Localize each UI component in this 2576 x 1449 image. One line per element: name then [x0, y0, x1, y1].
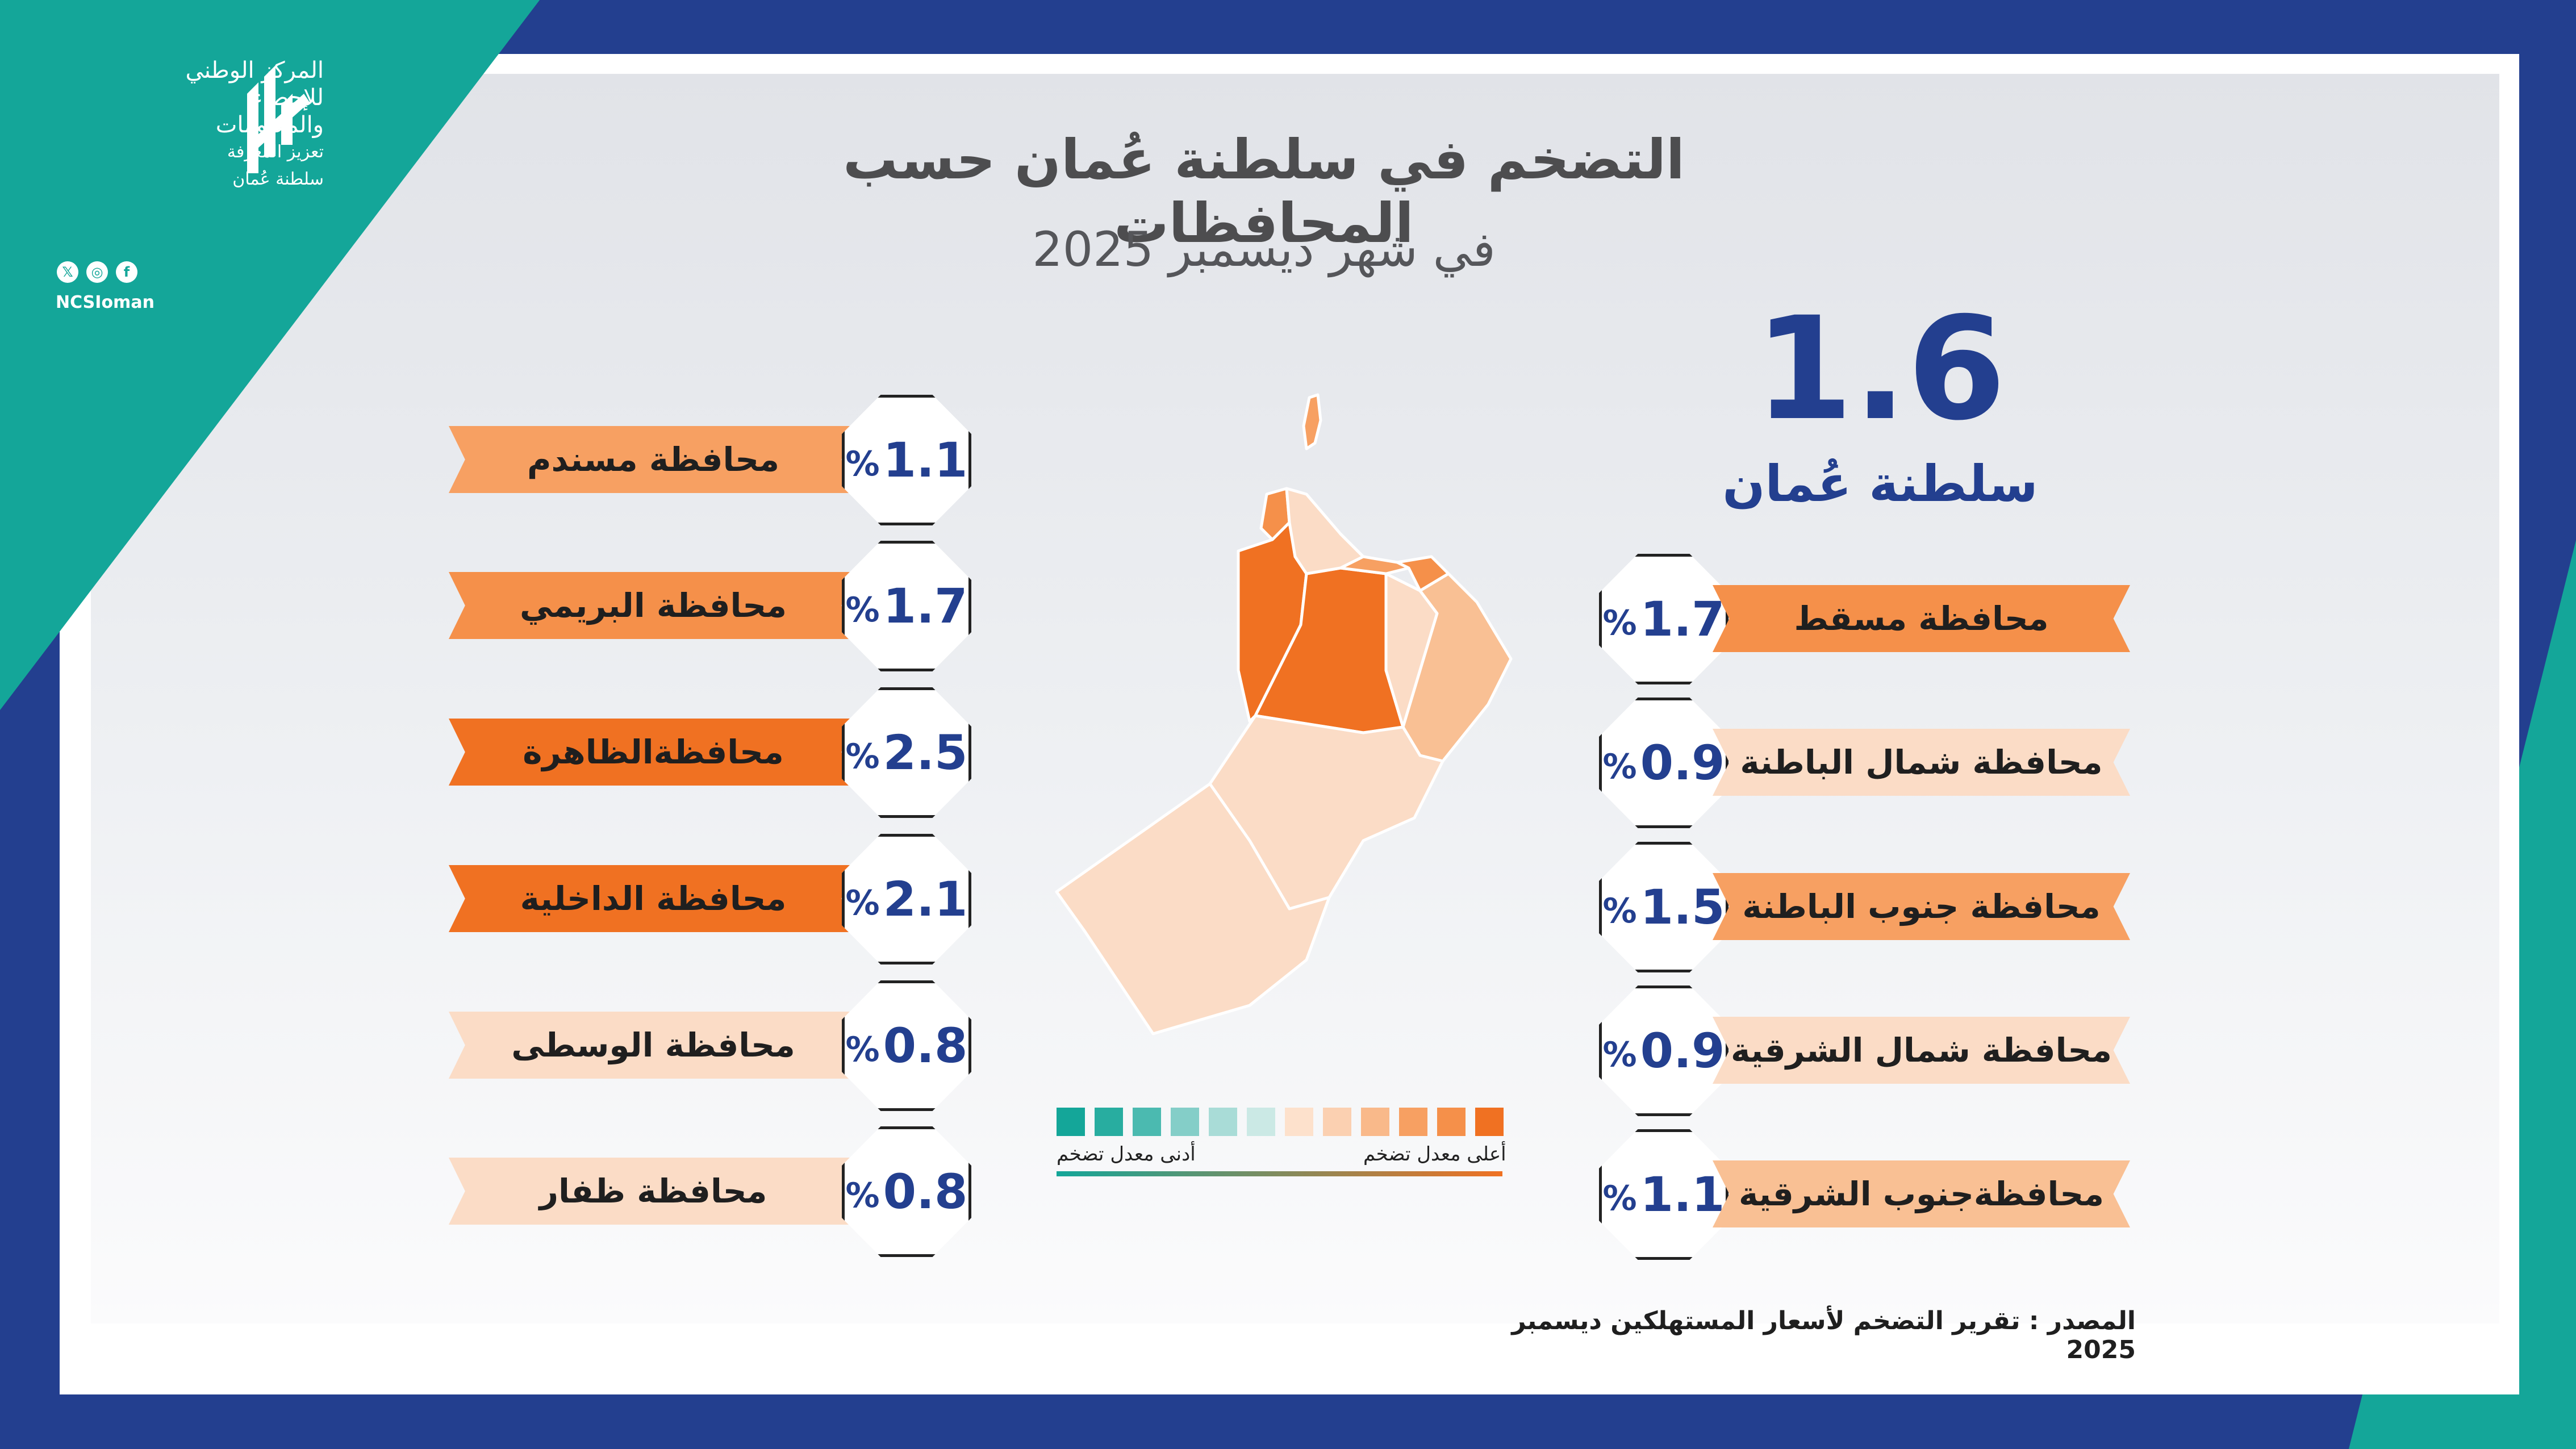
legend-gradient-bar: [1057, 1171, 1502, 1176]
governorate-value: 0.9: [1640, 735, 1725, 791]
legend-swatch: [1247, 1108, 1275, 1136]
governorate-value-box: % 2.1: [842, 834, 971, 964]
governorate-value: 1.1: [1640, 1167, 1725, 1222]
governorate-value: 1.7: [883, 578, 968, 634]
instagram-icon[interactable]: ◎: [86, 261, 108, 283]
facebook-icon[interactable]: f: [116, 261, 137, 283]
governorate-value-box: % 0.9: [1599, 986, 1729, 1116]
governorate-row: % 1.7 محافظة مسقط: [1599, 554, 2139, 684]
governorate-name: محافظة الداخلية: [449, 865, 858, 932]
legend-swatch: [1133, 1108, 1161, 1136]
governorate-value-box: % 1.7: [1599, 554, 1729, 684]
governorate-value-box: % 0.8: [842, 980, 971, 1111]
governorate-name: محافظة الوسطى: [449, 1012, 858, 1079]
percent-sign: %: [1602, 603, 1637, 643]
legend-swatch: [1437, 1108, 1466, 1136]
percent-sign: %: [845, 1176, 880, 1216]
governorate-value-box: % 1.1: [842, 395, 971, 525]
governorate-name: محافظة شمال الشرقية: [1713, 1017, 2130, 1084]
governorate-row: محافظة مسندم % 1.1: [449, 395, 977, 525]
governorate-row: محافظة الداخلية % 2.1: [449, 834, 977, 964]
governorate-row: % 0.9 محافظة شمال الشرقية: [1599, 986, 2139, 1116]
national-inflation-value: 1.6: [1754, 286, 2006, 452]
source-note: المصدر : تقرير التضخم لأسعار المستهلكين …: [1512, 1306, 2136, 1364]
governorate-name: محافظةالظاهرة: [449, 719, 858, 786]
percent-sign: %: [845, 444, 880, 484]
social-handle: NCSIoman: [56, 293, 155, 312]
page-title: التضخم في سلطنة عُمان حسب المحافظات: [843, 128, 1685, 255]
legend-high-label: أعلى معدل تضخم: [1363, 1143, 1506, 1166]
governorate-value: 0.9: [1640, 1023, 1725, 1079]
percent-sign: %: [845, 883, 880, 923]
governorate-value: 0.8: [883, 1164, 968, 1220]
governorate-row: محافظةالظاهرة % 2.5: [449, 687, 977, 818]
oman-map: [1055, 393, 1513, 1035]
map-region-musandam: [1302, 393, 1322, 450]
governorate-value-box: % 1.1: [1599, 1129, 1729, 1260]
governorate-name: محافظة جنوب الباطنة: [1713, 873, 2130, 940]
governorate-value-box: % 1.5: [1599, 842, 1729, 972]
governorate-value-box: % 1.7: [842, 541, 971, 671]
logo-line-1: المركز الوطني: [185, 57, 324, 83]
governorate-value: 1.7: [1640, 591, 1725, 647]
national-name: سلطنة عُمان: [1722, 454, 2038, 513]
governorate-value-box: % 2.5: [842, 687, 971, 818]
legend-swatch: [1399, 1108, 1427, 1136]
legend-swatch: [1323, 1108, 1351, 1136]
ncsi-logo-icon: [247, 65, 310, 173]
page-subtitle: في شهر ديسمبر 2025: [1032, 222, 1496, 277]
governorate-value: 0.8: [883, 1018, 968, 1074]
percent-sign: %: [1602, 1035, 1637, 1075]
percent-sign: %: [1602, 747, 1637, 787]
governorate-name: محافظة مسندم: [449, 426, 858, 493]
governorate-name: محافظة مسقط: [1713, 585, 2130, 652]
governorate-value: 1.1: [883, 432, 968, 488]
percent-sign: %: [1602, 891, 1637, 931]
percent-sign: %: [1602, 1179, 1637, 1218]
x-icon[interactable]: 𝕏: [57, 261, 78, 283]
social-icons: 𝕏 ◎ f: [57, 261, 137, 283]
legend-low-label: أدنى معدل تضخم: [1057, 1143, 1196, 1166]
governorate-value: 2.5: [883, 725, 968, 780]
legend-swatch: [1475, 1108, 1504, 1136]
governorate-row: محافظة الوسطى % 0.8: [449, 980, 977, 1111]
map-region-south-batinah: [1339, 532, 1410, 575]
percent-sign: %: [845, 1030, 880, 1070]
map-region-dhofar: [1055, 782, 1331, 1035]
governorate-name: محافظة شمال الباطنة: [1713, 729, 2130, 796]
governorate-value-box: % 0.8: [842, 1126, 971, 1257]
governorate-name: محافظة البريمي: [449, 572, 858, 639]
legend-swatch: [1171, 1108, 1199, 1136]
legend-swatch: [1095, 1108, 1123, 1136]
governorate-value: 1.5: [1640, 879, 1725, 935]
legend-swatch: [1209, 1108, 1237, 1136]
governorate-name: محافظة ظفار: [449, 1158, 858, 1225]
legend-swatch: [1285, 1108, 1313, 1136]
governorate-name: محافظةجنوب الشرقية: [1713, 1160, 2130, 1227]
governorate-value: 2.1: [883, 871, 968, 927]
percent-sign: %: [845, 737, 880, 776]
governorate-row: محافظة ظفار % 0.8: [449, 1126, 977, 1257]
legend-swatch: [1361, 1108, 1389, 1136]
governorate-row: % 0.9 محافظة شمال الباطنة: [1599, 698, 2139, 828]
governorate-row: % 1.5 محافظة جنوب الباطنة: [1599, 842, 2139, 972]
governorate-row: % 1.1 محافظةجنوب الشرقية: [1599, 1129, 2139, 1260]
governorate-value-box: % 0.9: [1599, 698, 1729, 828]
legend-swatch: [1057, 1108, 1085, 1136]
governorate-row: محافظة البريمي % 1.7: [449, 541, 977, 671]
percent-sign: %: [845, 590, 880, 630]
